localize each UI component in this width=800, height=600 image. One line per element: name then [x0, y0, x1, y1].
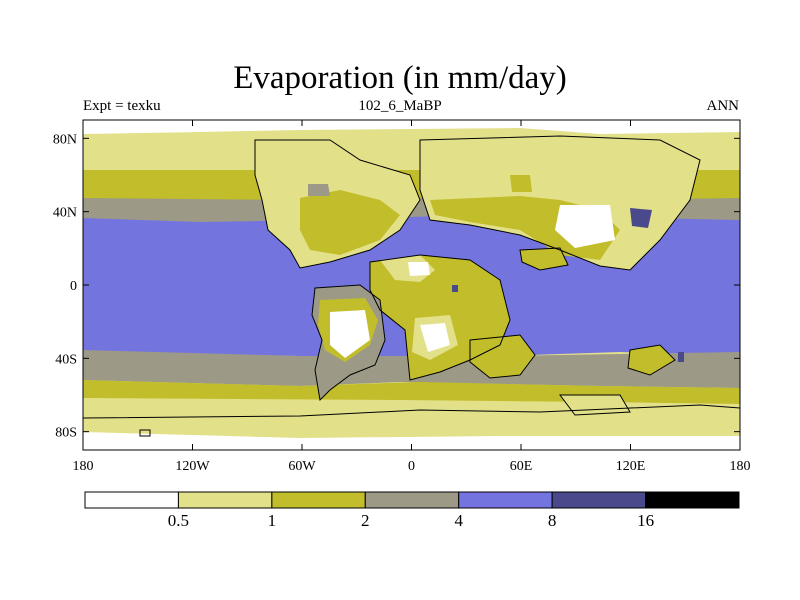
colorbar: 0.5 1 2 4 8 16 [84, 491, 740, 530]
colorbar-label: 2 [361, 511, 370, 530]
season-label: ANN [706, 98, 740, 114]
colorbar-swatch [177, 491, 273, 509]
antarctic-white [83, 432, 740, 450]
lat-tick-label: 40N [53, 206, 77, 221]
latitude-axis: 80N 40N 0 40S 80S [53, 132, 740, 441]
inland-sea-high [630, 208, 652, 228]
colorbar-swatch [458, 491, 553, 509]
experiment-label: Expt = texku [83, 98, 161, 114]
lon-tick-label: 120W [175, 459, 210, 474]
lon-tick-label: 180 [73, 459, 94, 474]
longitude-axis: 180 120W 60W 0 60E 120E 180 [73, 120, 751, 474]
colorbar-label: 4 [454, 511, 463, 530]
colorbar-swatch [271, 491, 366, 509]
colorbar-swatch [84, 491, 179, 509]
lat-tick-label: 80S [55, 426, 77, 441]
australia-land [470, 335, 535, 378]
lat-tick-label: 40S [55, 352, 77, 367]
colorbar-swatch [551, 491, 647, 509]
south-america-white [330, 310, 370, 358]
colorbar-label: 1 [268, 511, 277, 530]
lon-tick-label: 60W [288, 459, 316, 474]
lat-tick-label: 0 [70, 279, 77, 294]
period-label: 102_6_MaBP [358, 98, 442, 114]
asia-desert [555, 205, 615, 248]
lon-tick-label: 0 [408, 459, 415, 474]
kalahari-white [420, 323, 450, 352]
colorbar-label: 16 [637, 511, 654, 530]
colorbar-swatch [364, 491, 460, 509]
colorbar-swatch [645, 491, 740, 509]
colorbar-label: 8 [548, 511, 557, 530]
arctic-white [83, 120, 740, 134]
lon-tick-label: 180 [730, 459, 751, 474]
plot-title: Evaporation (in mm/day) [233, 60, 567, 96]
colorbar-label: 0.5 [168, 511, 189, 530]
coastlines [83, 135, 740, 437]
lat-tick-label: 80N [53, 132, 77, 147]
lon-tick-label: 60E [510, 459, 533, 474]
north-america-olive [300, 190, 400, 255]
sahara-white [408, 262, 430, 276]
lon-tick-label: 120E [616, 459, 646, 474]
contour-fill [83, 120, 740, 450]
